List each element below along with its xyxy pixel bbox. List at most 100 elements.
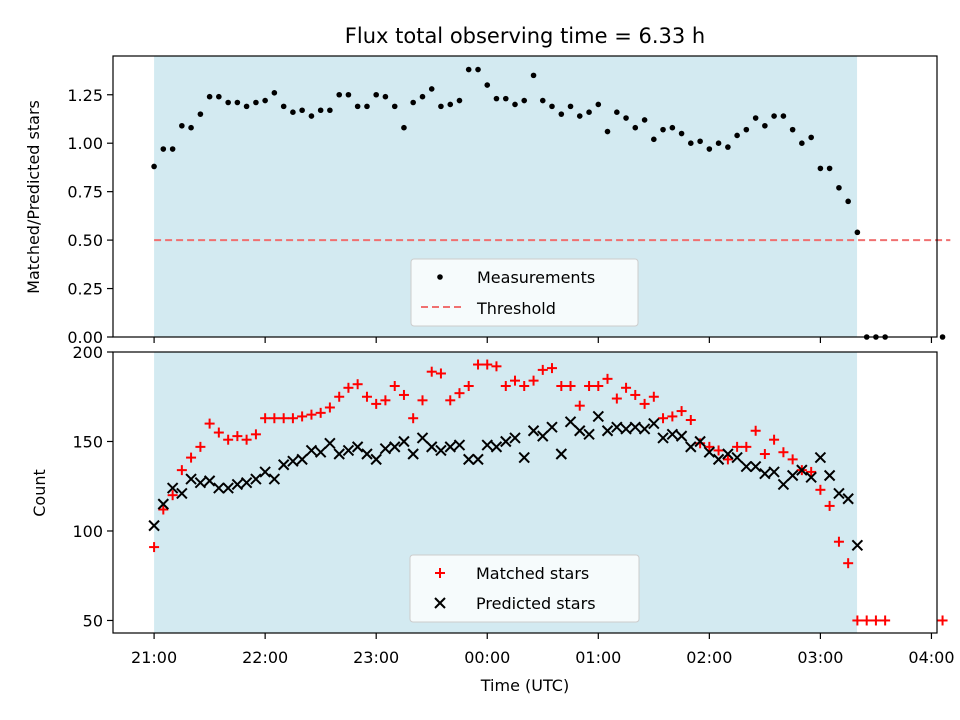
matched-star-point	[806, 466, 817, 477]
matched-star-point	[787, 454, 798, 465]
predicted-star-point	[379, 442, 392, 455]
matched-star-point	[417, 395, 428, 406]
predicted-star-point	[555, 448, 568, 460]
predicted-star-point	[287, 455, 299, 467]
predicted-star-point	[592, 410, 605, 423]
bottom-y-axis-label: Count	[30, 469, 49, 517]
measurement-point	[465, 66, 472, 73]
predicted-star-point	[786, 469, 799, 482]
predicted-star-point	[462, 453, 475, 466]
matched-star-point	[334, 391, 345, 402]
measurement-point	[475, 66, 481, 73]
matched-star-point	[741, 441, 752, 452]
matched-star-point	[695, 438, 706, 449]
predicted-star-point	[768, 466, 780, 478]
measurement-point	[715, 140, 722, 147]
chart-title: Flux total observing time = 6.33 h	[345, 24, 705, 48]
predicted-star-point	[500, 435, 512, 448]
matched-star-point	[546, 363, 557, 374]
legend-measurements-label: Measurements	[477, 268, 595, 287]
matched-star-point	[639, 398, 650, 409]
predicted-star-point	[805, 471, 817, 483]
x-tick-label: 02:00	[686, 648, 732, 667]
measurement-point	[493, 95, 500, 102]
measurement-point	[623, 115, 629, 121]
x-tick-label: 01:00	[575, 648, 621, 667]
bottom-axes-frame	[112, 351, 938, 634]
measurement-point	[419, 93, 426, 100]
predicted-star-point	[722, 448, 734, 460]
measurement-point	[280, 103, 287, 110]
measurement-point	[752, 115, 759, 121]
predicted-star-point	[537, 430, 549, 442]
predicted-star-point	[435, 444, 447, 457]
predicted-star-point	[731, 451, 743, 464]
matched-star-point	[204, 418, 215, 429]
measurement-point	[706, 146, 713, 152]
matched-star-point	[352, 379, 363, 390]
predicted-star-point	[611, 421, 623, 433]
predicted-star-point	[823, 469, 836, 482]
measurement-point	[734, 132, 740, 139]
predicted-star-point	[842, 493, 854, 505]
measurement-point	[808, 134, 814, 141]
predicted-star-point	[666, 428, 679, 441]
predicted-star-point	[314, 446, 327, 458]
bottom-x-axis-ticks: 21:00 22:00 23:00 00:00 01:00 02:00 03:00 04:00	[131, 633, 955, 667]
x-tick-label: 04:00	[908, 648, 954, 667]
top-y-tick-label: 0.75	[67, 183, 103, 202]
measurement-point	[336, 91, 343, 98]
matched-star-point	[343, 382, 354, 393]
bottom-y-tick-label: 50	[83, 611, 103, 630]
measurement-point	[327, 107, 333, 114]
matched-star-point	[528, 375, 539, 386]
matched-star-point	[704, 441, 715, 452]
predicted-star-point	[814, 451, 827, 464]
x-tick-label: 22:00	[242, 648, 288, 667]
matched-star-point	[833, 536, 844, 547]
matched-star-point	[676, 406, 687, 417]
matched-star-point	[287, 413, 298, 424]
legend-predicted-marker	[434, 597, 446, 609]
measurement-point	[428, 86, 435, 92]
matched-star-point	[408, 413, 419, 424]
measurement-point	[632, 124, 639, 131]
measurement-point	[725, 144, 731, 150]
measurement-point	[243, 103, 250, 110]
matched-star-point	[491, 361, 502, 372]
predicted-star-point	[657, 432, 669, 444]
predicted-star-point	[796, 464, 808, 476]
measurement-point	[216, 93, 222, 100]
measurement-point	[762, 122, 768, 129]
bottom-legend: Matched stars Predicted stars	[409, 554, 640, 623]
matched-star-point	[241, 434, 252, 445]
measurement-point	[308, 113, 315, 119]
matched-star-point	[278, 413, 289, 424]
measurement-point	[225, 99, 231, 106]
measurement-point	[354, 103, 361, 110]
predicted-star-point	[203, 475, 216, 487]
measurement-point	[206, 93, 213, 100]
matched-star-point	[398, 389, 409, 400]
matched-star-point	[167, 490, 178, 501]
measurement-point	[669, 124, 676, 131]
measurement-point	[576, 113, 583, 119]
bottom-y-tick-label: 100	[72, 522, 103, 541]
matched-star-point	[667, 411, 678, 422]
matched-star-point	[759, 449, 770, 460]
predicted-star-point	[398, 435, 410, 448]
measurement-points	[151, 66, 946, 340]
top-y-tick-label: 0.25	[67, 280, 103, 299]
predicted-star-point	[574, 425, 586, 437]
predicted-star-point	[185, 473, 197, 485]
predicted-star-point	[213, 482, 225, 494]
measurement-point	[447, 101, 454, 108]
legend-matched-marker	[435, 568, 445, 578]
predicted-star-point	[648, 417, 660, 430]
matched-star-point	[195, 441, 206, 452]
measurement-point	[253, 99, 259, 106]
top-y-axis-label: Matched/Predicted stars	[24, 100, 43, 294]
predicted-star-point	[509, 432, 521, 444]
matched-star-point	[463, 381, 474, 392]
ratio-panel: 0.00 0.25 0.50 0.75 1.00 1.25 Matched/Predict…	[24, 55, 951, 347]
